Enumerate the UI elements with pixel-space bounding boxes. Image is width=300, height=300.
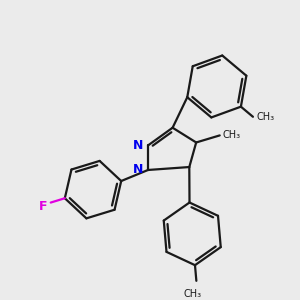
Text: CH₃: CH₃ bbox=[183, 289, 202, 299]
Text: CH₃: CH₃ bbox=[257, 112, 275, 122]
Text: N: N bbox=[133, 164, 143, 176]
Text: N: N bbox=[133, 139, 143, 152]
Text: F: F bbox=[39, 200, 47, 213]
Text: CH₃: CH₃ bbox=[223, 130, 241, 140]
